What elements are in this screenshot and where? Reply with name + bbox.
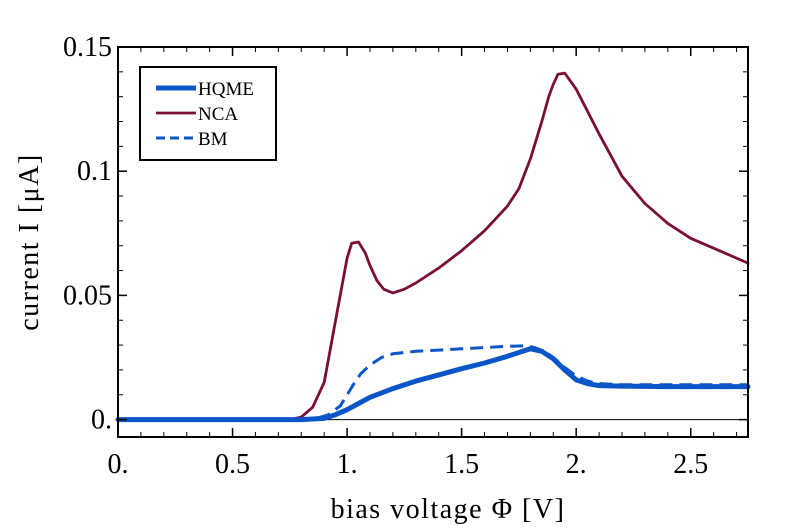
plot-frame: [117, 46, 749, 438]
legend: HQME NCA BM: [139, 66, 277, 161]
x-tick-label: 2.: [566, 449, 587, 480]
x-tick-label: 0.: [108, 449, 129, 480]
legend-label-hqme: HQME: [198, 79, 254, 100]
y-axis-title: current I [μA]: [14, 153, 45, 331]
x-tick-label: 1.: [337, 449, 358, 480]
axes: 0. 0.5 1. 1.5 2. 2.5 0. 0.05 0.1 0.15 bias voltage…: [14, 32, 749, 525]
legend-label-bm: BM: [198, 129, 228, 150]
y-tick-label: 0.15: [63, 32, 112, 63]
x-tick-label: 1.5: [444, 449, 479, 480]
x-tick-label: 2.5: [673, 449, 708, 480]
x-axis-title: bias voltage Φ [V]: [331, 494, 566, 525]
series-line-bm: [118, 344, 748, 422]
y-tick-label: 0.: [91, 405, 112, 436]
x-tick-label: 0.5: [215, 449, 250, 480]
y-tick-label: 0.05: [63, 280, 112, 311]
plot-lines: [115, 71, 751, 423]
y-tick-label: 0.1: [77, 156, 112, 187]
legend-label-nca: NCA: [198, 104, 238, 125]
series-line-nca: [116, 71, 750, 422]
series-line-hqme: [115, 346, 751, 423]
